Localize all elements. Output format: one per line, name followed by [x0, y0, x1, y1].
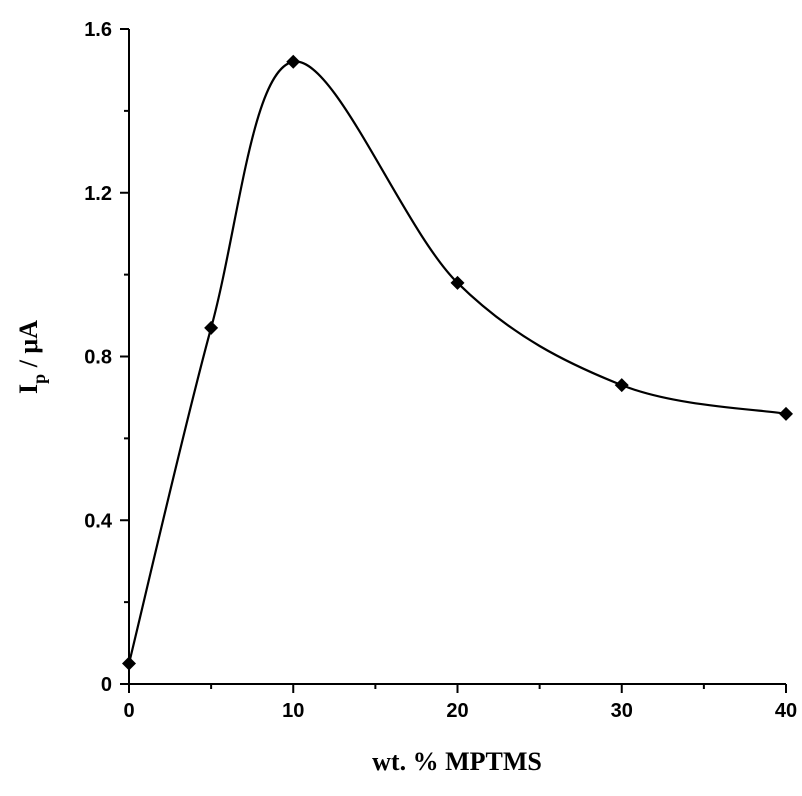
y-tick-label: 0: [101, 674, 112, 696]
axes: [128, 29, 786, 685]
x-tick-label: 10: [282, 700, 304, 722]
series-line: [127, 60, 787, 664]
x-tick-label: 20: [446, 700, 468, 722]
y-tick-label: 1.2: [84, 183, 112, 205]
x-tick-label: 30: [611, 700, 633, 722]
x-tick-label: 40: [775, 700, 797, 722]
series: [122, 54, 793, 671]
x-axis-title: wt. % MPTMS: [372, 747, 542, 776]
data-point-marker: [286, 54, 301, 69]
y-tick-label: 0.4: [84, 510, 113, 532]
y-axis-title: Ip / μA: [14, 320, 49, 394]
y-axis-title-subscript: p: [29, 374, 49, 384]
y-axis-title-unit: / μA: [14, 320, 43, 374]
tick-labels: 0 10 20 30 40 0 0.4 0.8 1.2 1.6: [84, 19, 797, 722]
data-point-marker: [204, 320, 219, 335]
y-tick-label: 1.6: [84, 19, 112, 41]
data-point-marker: [779, 406, 793, 421]
data-point-marker: [450, 275, 465, 290]
y-axis-title-main: I: [14, 384, 43, 394]
ticks: [120, 28, 787, 693]
data-point-marker: [122, 656, 136, 671]
y-tick-label: 0.8: [84, 347, 112, 369]
x-tick-label: 0: [123, 700, 134, 722]
data-point-marker: [614, 378, 629, 393]
